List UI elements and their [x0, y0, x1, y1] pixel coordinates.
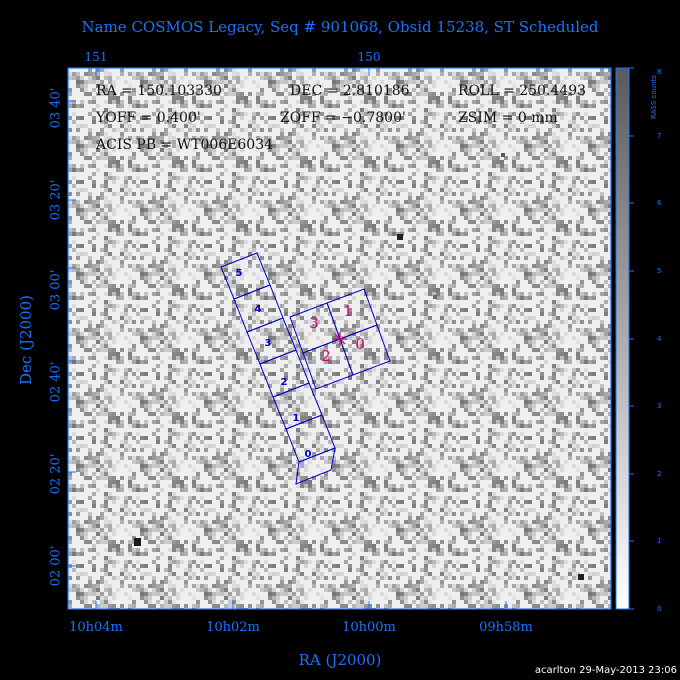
- info-ra: RA = 150.103330: [96, 83, 222, 99]
- colorbar-tick-5: 5: [657, 267, 662, 275]
- info-zoff: ZOFF = −0.7800': [280, 110, 406, 126]
- info-acis: ACIS PB = WT006E6034: [95, 137, 273, 153]
- x-top-tick-151: 151: [84, 50, 108, 64]
- acis-i-labels: 3 1 2 0: [309, 302, 365, 365]
- colorbar-tick-4: 4: [657, 335, 662, 343]
- acis-s-labels: 5 4 3 2 1 0: [236, 268, 312, 460]
- x-bottom-tick-1: 10h04m: [69, 620, 123, 635]
- y-tick-2: 03 20': [48, 179, 64, 221]
- i-chip-0: [339, 324, 391, 376]
- s-chip-0-tail: [295, 447, 336, 485]
- acis-s-array: [220, 252, 336, 485]
- i-chip-label-2: 2: [321, 347, 331, 365]
- s-chip-label-0: 0: [305, 449, 312, 460]
- colorbar-tick-6: 6: [657, 199, 662, 207]
- colorbar-tick-8: 8: [657, 68, 662, 76]
- x-axis-title: RA (J2000): [298, 651, 382, 669]
- info-roll: ROLL = 250.4493: [458, 83, 586, 99]
- y-tick-1: 03 40': [48, 87, 64, 129]
- plot-frame: [67, 67, 612, 610]
- colorbar-tick-0: 0: [657, 605, 662, 613]
- s-chip-label-4: 4: [255, 304, 262, 315]
- y-tick-5: 02 20': [48, 453, 64, 495]
- i-chip-label-1: 1: [343, 302, 353, 320]
- y-tick-3: 03 00': [48, 269, 64, 311]
- y-tick-4: 02 40': [48, 361, 64, 403]
- info-dec: DEC = 2.810186: [290, 83, 410, 99]
- info-yoff: YOFF = 0.400': [95, 110, 201, 126]
- info-zsim: ZSIM = 0 mm: [458, 110, 558, 126]
- s-chip-label-2: 2: [281, 377, 288, 388]
- colorbar-tick-7: 7: [657, 132, 662, 140]
- s-chip-label-5: 5: [236, 268, 243, 279]
- colorbar-title: RASS counts: [650, 75, 658, 119]
- x-bottom-tick-4: 09h58m: [479, 620, 533, 635]
- colorbar-ticks: [629, 67, 634, 610]
- i-chip-label-0: 0: [355, 335, 365, 353]
- x-ray-sources: [134, 153, 584, 580]
- y-tick-6: 02 00': [48, 545, 64, 587]
- acis-i-array: [289, 288, 391, 390]
- x-bottom-tick-2: 10h02m: [206, 620, 260, 635]
- colorbar: [615, 67, 630, 610]
- aimpoint-marker: [333, 332, 347, 346]
- colorbar-tick-2: 2: [657, 470, 662, 478]
- x-top-tick-150: 150: [357, 50, 381, 64]
- colorbar-tick-1: 1: [657, 537, 662, 545]
- credit-line: acarlton 29-May-2013 23:06: [534, 665, 677, 676]
- y-axis-title: Dec (J2000): [17, 295, 35, 385]
- s-chip-label-1: 1: [293, 413, 300, 424]
- s-chip-label-3: 3: [265, 338, 272, 349]
- plot-title: Name COSMOS Legacy, Seq # 901068, Obsid …: [81, 18, 599, 36]
- x-bottom-tick-3: 10h00m: [342, 620, 396, 635]
- frame-ticks: [68, 68, 507, 609]
- i-chip-label-3: 3: [309, 314, 319, 332]
- colorbar-tick-3: 3: [657, 402, 662, 410]
